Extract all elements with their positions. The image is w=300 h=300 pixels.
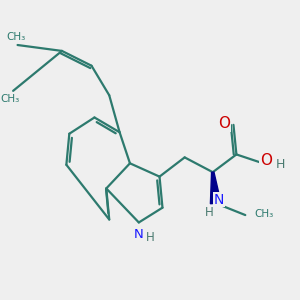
Polygon shape <box>210 172 221 204</box>
Text: O: O <box>219 116 231 131</box>
Text: N: N <box>214 193 224 207</box>
Text: H: H <box>146 231 154 244</box>
Text: CH₃: CH₃ <box>255 208 274 219</box>
Text: CH₃: CH₃ <box>7 32 26 42</box>
Text: N: N <box>134 228 143 241</box>
Text: H: H <box>205 206 214 219</box>
Text: H: H <box>276 158 286 171</box>
Text: O: O <box>260 153 272 168</box>
Text: CH₃: CH₃ <box>1 94 20 104</box>
